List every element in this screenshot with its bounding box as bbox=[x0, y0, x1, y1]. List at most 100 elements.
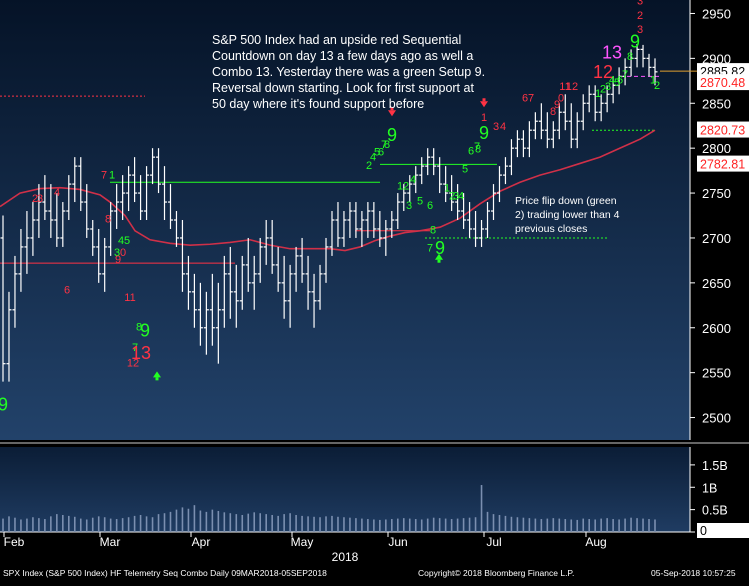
sequential-count-label: 1 bbox=[109, 170, 115, 182]
sequential-count-label: 13 bbox=[602, 42, 622, 62]
sequential-count-label: 2 bbox=[403, 180, 409, 192]
sequential-count-label: 3 bbox=[114, 247, 120, 259]
sequential-count-label: 9 bbox=[0, 394, 8, 414]
sequential-count-label: 8 bbox=[627, 51, 633, 63]
down-arrow-icon-stem bbox=[482, 98, 486, 102]
sequential-count-label: 1 bbox=[444, 182, 450, 194]
sequential-count-label: 9 bbox=[554, 99, 560, 111]
sequential-count-label: 9 bbox=[115, 254, 121, 266]
sequential-count-label: 2 bbox=[32, 193, 38, 205]
sequential-count-label: 11 bbox=[124, 292, 135, 304]
volume-tick-label: 1.5B bbox=[702, 459, 728, 473]
sequential-count-label: 4 bbox=[118, 235, 124, 247]
volume-tick-label: 0.5B bbox=[702, 504, 728, 518]
up-arrow-icon bbox=[435, 253, 443, 260]
sequential-count-label: 11 bbox=[559, 81, 570, 93]
sequential-count-label: 8 bbox=[105, 214, 111, 226]
price-tag-label: 2870.48 bbox=[700, 76, 745, 90]
price-tick-label: 2550 bbox=[702, 366, 731, 381]
price-tag-label: 2820.73 bbox=[700, 124, 745, 138]
sequential-count-label: 1 bbox=[650, 75, 656, 87]
sequential-count-label: 9 bbox=[435, 238, 445, 258]
sequential-count-label: 6 bbox=[427, 200, 433, 212]
ma-50-line bbox=[0, 129, 656, 252]
sequential-count-label: 13 bbox=[131, 343, 151, 363]
sequential-count-label: 2 bbox=[449, 190, 455, 202]
sequential-count-label: 4 bbox=[410, 174, 416, 186]
sequential-count-label: 5 bbox=[124, 235, 130, 247]
up-arrow-icon bbox=[153, 371, 161, 378]
price-tick-label: 2600 bbox=[702, 321, 731, 336]
month-label: Jun bbox=[388, 535, 407, 549]
price-tick-label: 2850 bbox=[702, 96, 731, 111]
moving-average-50 bbox=[0, 129, 656, 252]
sequential-count-label: 4 bbox=[500, 121, 506, 133]
price-tick-label: 2700 bbox=[702, 231, 731, 246]
sequential-count-label: 12 bbox=[127, 357, 139, 369]
price-tag-box bbox=[697, 155, 749, 172]
sequential-count-label: 6 bbox=[468, 145, 474, 157]
price-tag-box bbox=[697, 121, 749, 138]
footer-timestamp: 05-Sep-2018 10:57:25 bbox=[651, 568, 736, 578]
sequential-count-label: 3 bbox=[605, 81, 611, 93]
sequential-count-label: 5 bbox=[462, 163, 468, 175]
sequential-count-label: 4 bbox=[609, 75, 615, 87]
sequential-count-label: 2 bbox=[366, 160, 372, 172]
sequential-count-label: 3 bbox=[37, 193, 43, 205]
sequential-count-label: 0 bbox=[120, 247, 126, 259]
sequential-count-label: 7 bbox=[381, 139, 387, 151]
up-arrow-icon-stem bbox=[155, 377, 159, 381]
sequential-count-label: 4 bbox=[458, 190, 464, 202]
volume-tick-label: 1B bbox=[702, 481, 717, 495]
price-axis-ticks: 2500 2550 2600 2650 2700 2750 2800 2850 2900 2950 bbox=[690, 6, 731, 426]
sequential-count-label: 7 bbox=[622, 69, 628, 81]
sequential-count-label: 4 bbox=[370, 152, 376, 164]
sequential-count-label: 6 bbox=[378, 146, 384, 158]
sequential-count-label: 8 bbox=[384, 139, 390, 151]
sequential-count-label: 2 bbox=[654, 80, 660, 92]
price-tick-label: 2500 bbox=[702, 411, 731, 426]
sequential-count-label: 3 bbox=[453, 190, 459, 202]
price-tick-label: 2900 bbox=[702, 51, 731, 66]
month-label: May bbox=[291, 535, 314, 549]
sequential-count-label: 3 bbox=[637, 0, 643, 7]
sequential-count-label: 1 bbox=[481, 112, 487, 124]
month-labels: Feb Mar Apr May Jun Jul Aug bbox=[3, 532, 607, 549]
down-arrow-icon bbox=[388, 110, 396, 117]
price-tag-box bbox=[697, 74, 749, 91]
sequential-count-label: 1 bbox=[397, 180, 403, 192]
sequential-count-label: 3 bbox=[493, 121, 499, 133]
sequential-count-label: 5 bbox=[614, 77, 620, 89]
month-label: Feb bbox=[4, 535, 25, 549]
price-flip-annotation: Price flip down (green 2) trading lower … bbox=[515, 195, 620, 235]
down-arrow-icon bbox=[480, 101, 488, 108]
sequential-count-label: 0 bbox=[558, 92, 564, 104]
volume-bars bbox=[2, 485, 656, 532]
sequential-count-label: 8 bbox=[430, 224, 436, 236]
month-label: Mar bbox=[100, 535, 121, 549]
sequential-count-label: 7 bbox=[474, 141, 480, 153]
price-tick-label: 2750 bbox=[702, 186, 731, 201]
price-tick-label: 2950 bbox=[702, 6, 731, 21]
price-tick-label: 2800 bbox=[702, 141, 731, 156]
sequential-count-label: 2 bbox=[600, 83, 606, 95]
volume-zero-tag-box bbox=[697, 523, 749, 538]
footer-copyright: Copyright© 2018 Bloomberg Finance L.P. bbox=[418, 568, 575, 578]
volume-axis-ticks: 1.5B 1B 0.5B 0 bbox=[690, 459, 749, 538]
sequential-count-label: 6 bbox=[64, 285, 70, 297]
month-label: Aug bbox=[585, 535, 606, 549]
sequential-count-label: 8 bbox=[136, 321, 142, 333]
price-bars bbox=[0, 44, 658, 382]
sequential-count-label: 4 bbox=[54, 187, 60, 199]
footer-source: SPX Index (S&P 500 Index) HF Telemetry S… bbox=[3, 568, 327, 578]
sequential-count-label: 7 bbox=[528, 92, 534, 104]
sequential-count-label: 7 bbox=[132, 342, 138, 354]
sequential-count-label: 3 bbox=[406, 200, 412, 212]
sequential-count-label: 9 bbox=[140, 321, 150, 341]
down-arrow-icon-stem bbox=[390, 107, 394, 111]
sequential-count-label: 6 bbox=[617, 75, 623, 87]
